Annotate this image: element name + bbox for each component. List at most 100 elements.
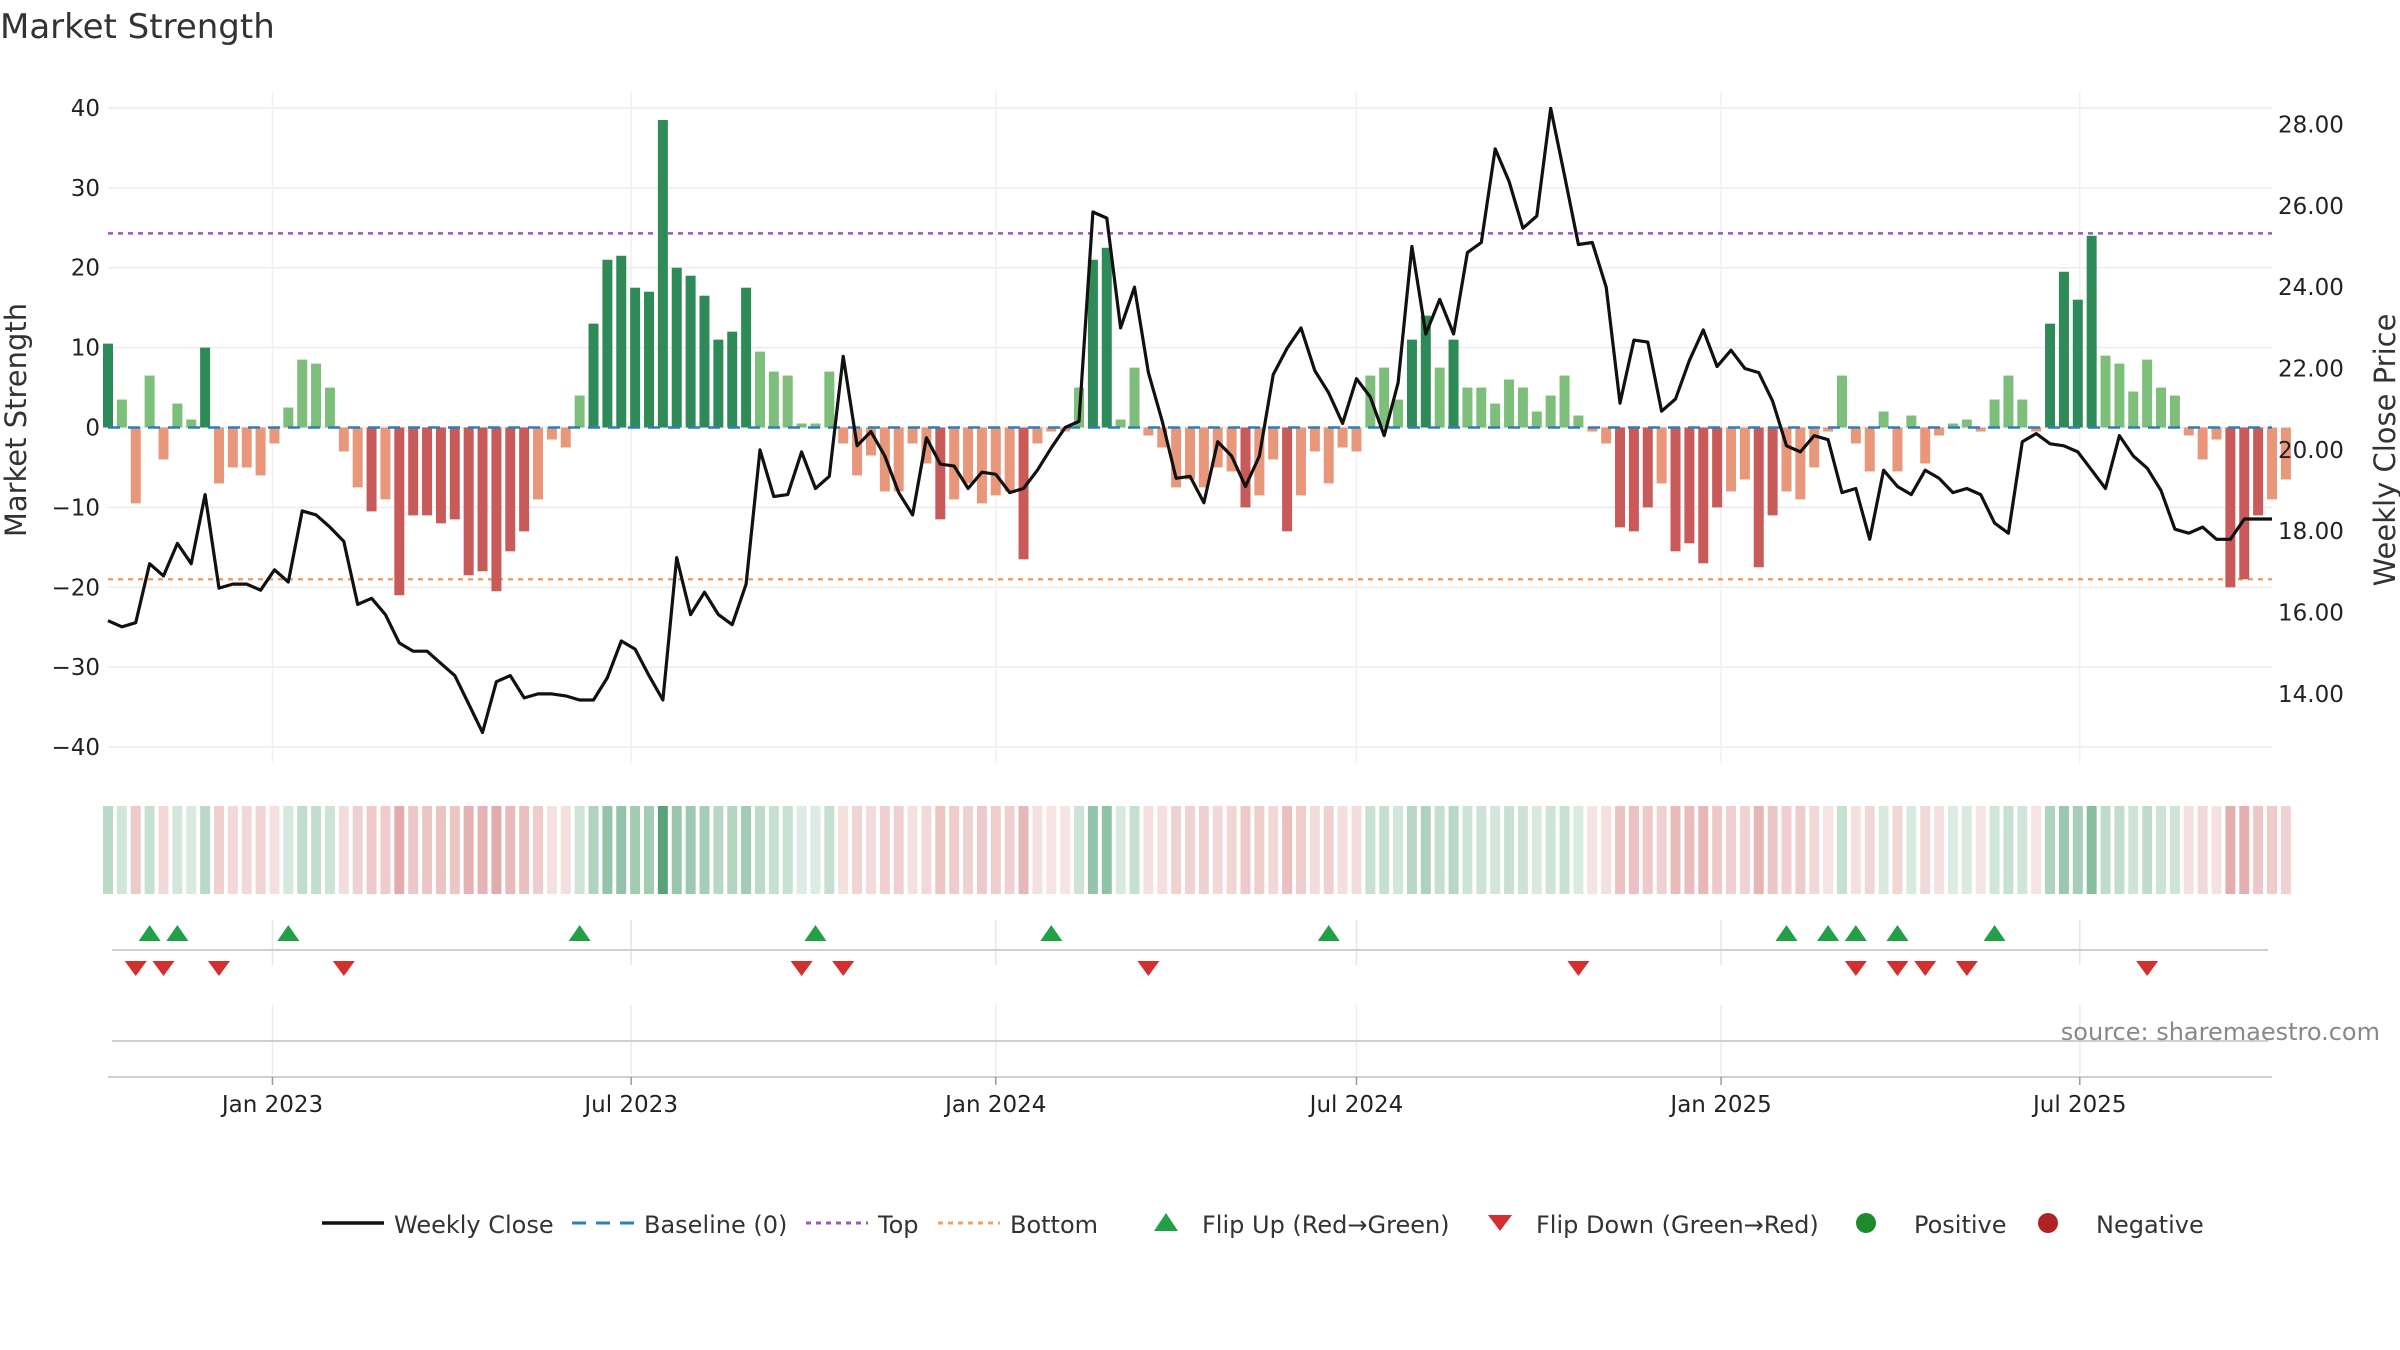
heat-cell <box>1587 806 1598 894</box>
heat-cell <box>963 806 974 894</box>
heat-cell <box>546 806 557 894</box>
heat-cell <box>1448 806 1459 894</box>
heat-cell <box>824 806 835 894</box>
heat-cell <box>463 806 474 894</box>
strength-bar <box>144 375 155 428</box>
strength-bar <box>533 427 544 500</box>
strength-bar <box>394 427 405 596</box>
strength-bar <box>463 427 474 576</box>
heat-cell <box>1240 806 1251 894</box>
heat-cell <box>1309 806 1320 894</box>
heat-cell <box>1615 806 1626 894</box>
heat-cell <box>311 806 322 894</box>
heat-cell <box>727 806 738 894</box>
flip-up-marker <box>138 925 161 941</box>
heat-cell <box>1628 806 1639 894</box>
flip-up-marker <box>804 925 827 941</box>
heat-cell <box>172 806 183 894</box>
strength-bar <box>130 427 141 504</box>
heat-cell <box>1656 806 1667 894</box>
heat-cell <box>1476 806 1487 894</box>
strength-bar <box>324 387 335 428</box>
flip-down-marker <box>832 961 855 976</box>
strength-bar <box>2267 427 2277 500</box>
heat-cell <box>449 806 460 894</box>
heat-cell <box>1920 806 1931 894</box>
heat-cell <box>754 806 765 894</box>
strength-bar <box>1920 427 1931 464</box>
legend-label: Positive <box>1914 1211 2007 1239</box>
strength-bar <box>1268 427 1279 460</box>
strength-bar <box>907 427 918 444</box>
strength-bar <box>2225 427 2236 588</box>
heat-cell <box>2100 806 2111 894</box>
heat-cell <box>879 806 890 894</box>
heat-cell <box>560 806 571 894</box>
heat-cell <box>2280 806 2291 894</box>
heat-cell <box>1365 806 1376 894</box>
heat-cell <box>1947 806 1958 894</box>
x-tick-label: Jan 2024 <box>943 1092 1046 1118</box>
heat-cell <box>352 806 363 894</box>
heat-cell <box>1961 806 1972 894</box>
left-tick-label: −30 <box>51 655 100 681</box>
strength-bar <box>741 287 752 428</box>
legend-label: Flip Down (Green→Red) <box>1536 1211 1819 1239</box>
strength-bar <box>1615 427 1626 528</box>
strength-bar <box>2183 427 2194 436</box>
strength-bar <box>116 399 127 428</box>
strength-bar <box>1684 427 1695 544</box>
flip-up-marker <box>166 925 189 941</box>
heat-cell <box>1573 806 1584 894</box>
right-axis-label: Weekly Close Price <box>2368 314 2400 587</box>
strength-bar <box>574 395 585 428</box>
heat-cell <box>1795 806 1806 894</box>
heat-cell <box>1753 806 1764 894</box>
strength-bar <box>2100 355 2111 428</box>
strength-bar <box>2211 427 2222 440</box>
left-tick-label: 40 <box>71 96 100 122</box>
flip-down-marker <box>1844 961 1867 976</box>
heat-cell <box>1989 806 2000 894</box>
strength-bar <box>1517 387 1528 428</box>
strength-bar <box>491 427 502 592</box>
heat-cell <box>435 806 446 894</box>
strength-bar <box>865 427 876 456</box>
heat-cell <box>1212 806 1223 894</box>
heat-cell <box>768 806 779 894</box>
strength-bar <box>1531 411 1542 428</box>
strength-bar <box>1864 427 1875 472</box>
strength-bar <box>380 427 391 500</box>
strength-bar <box>796 423 807 428</box>
heat-cell <box>1351 806 1362 894</box>
strength-bar <box>1587 427 1598 432</box>
heat-cell <box>533 806 544 894</box>
legend-swatch <box>1154 1213 1178 1231</box>
heat-cell <box>1393 806 1404 894</box>
strength-bar <box>824 371 835 428</box>
heat-cell <box>2128 806 2139 894</box>
x-tick-label: Jan 2023 <box>220 1092 323 1118</box>
heat-cell <box>2058 806 2069 894</box>
heat-cell <box>1504 806 1515 894</box>
heat-cell <box>1420 806 1431 894</box>
strength-bar <box>352 427 363 488</box>
heat-cell <box>213 806 224 894</box>
strength-bar <box>630 287 641 428</box>
heat-cell <box>1462 806 1473 894</box>
strength-bar <box>1087 259 1098 428</box>
reference-lines <box>108 232 2272 581</box>
strength-bar <box>213 427 224 484</box>
strength-bar <box>1351 427 1362 452</box>
heat-cell <box>1379 806 1390 894</box>
heat-cell <box>810 806 821 894</box>
heat-cell <box>1878 806 1889 894</box>
heat-cell <box>949 806 960 894</box>
heat-cell <box>338 806 349 894</box>
heat-cell <box>2239 806 2250 894</box>
strength-bar <box>477 427 488 572</box>
flip-down-marker <box>790 961 813 976</box>
strength-bar <box>2280 427 2291 480</box>
strength-bar <box>546 427 557 440</box>
left-axis-label: Market Strength <box>0 303 33 537</box>
